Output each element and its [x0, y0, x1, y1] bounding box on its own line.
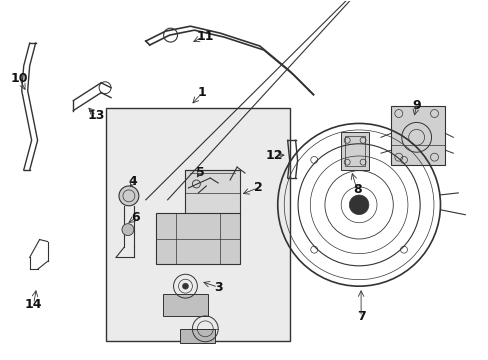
Circle shape	[119, 186, 139, 206]
Bar	[106, 108, 289, 341]
Bar	[185, 170, 240, 215]
Text: 1: 1	[198, 86, 206, 99]
Bar	[390, 105, 445, 165]
Circle shape	[182, 283, 188, 289]
Bar	[341, 132, 368, 170]
Circle shape	[348, 195, 368, 215]
Text: 14: 14	[25, 297, 42, 311]
Bar	[155, 213, 240, 264]
Text: 5: 5	[196, 166, 204, 179]
Bar	[180, 329, 215, 343]
Text: 4: 4	[128, 175, 137, 189]
Circle shape	[122, 224, 134, 235]
Bar	[345, 136, 365, 166]
Text: 2: 2	[253, 181, 262, 194]
Text: 7: 7	[356, 310, 365, 323]
Text: 6: 6	[131, 211, 140, 224]
Text: 8: 8	[352, 184, 361, 197]
Text: 12: 12	[265, 149, 283, 162]
Text: 11: 11	[196, 30, 214, 42]
Text: 3: 3	[213, 281, 222, 294]
Bar	[163, 294, 208, 316]
Text: 9: 9	[411, 99, 420, 112]
Text: 13: 13	[87, 109, 104, 122]
Text: 10: 10	[11, 72, 28, 85]
